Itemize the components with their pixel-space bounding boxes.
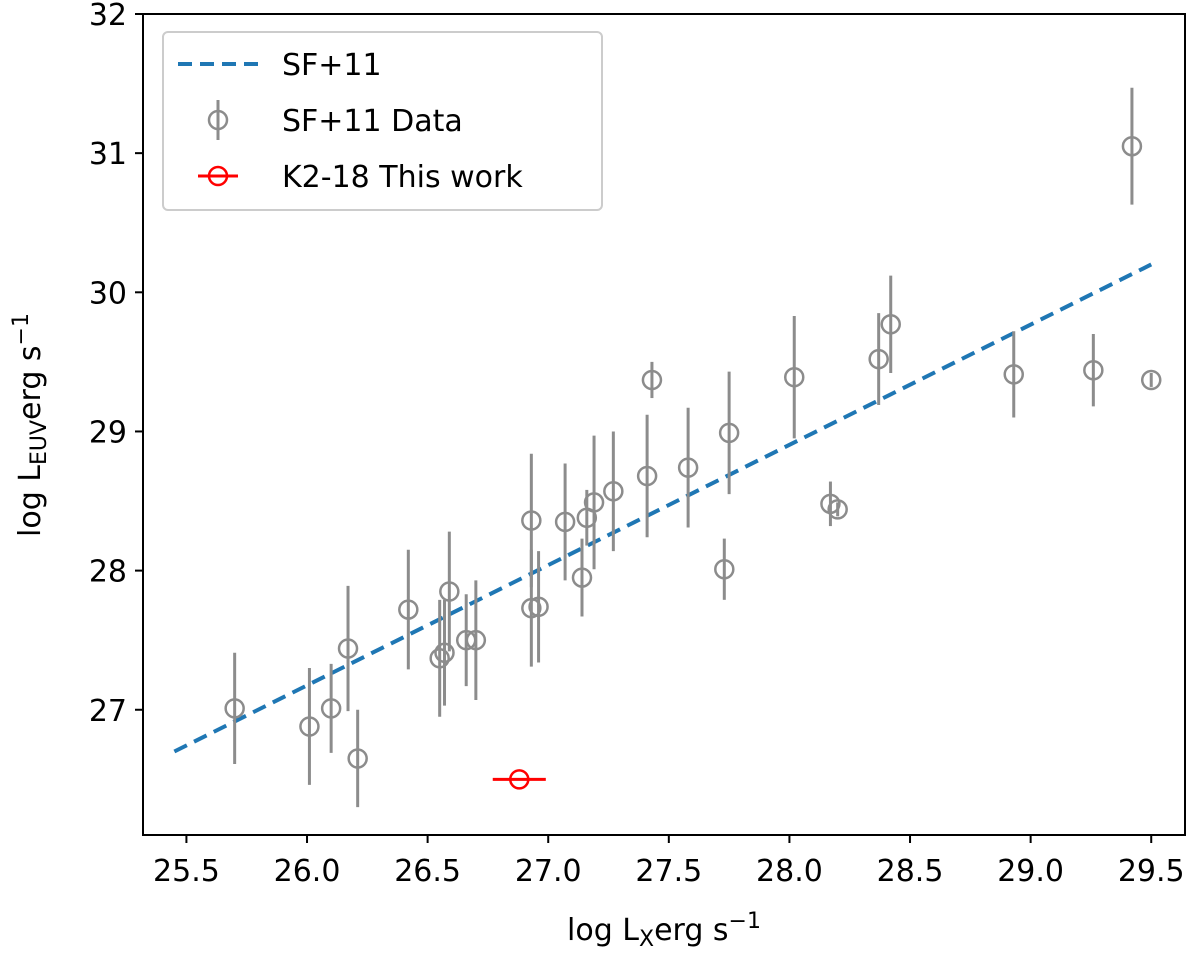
y-tick-label: 32 <box>89 0 127 33</box>
x-tick-label: 29.0 <box>997 854 1064 889</box>
data-point <box>398 599 419 620</box>
x-tick-label: 28.0 <box>756 854 823 889</box>
x-label-sup: −1 <box>729 909 761 934</box>
fit-line <box>173 262 1153 754</box>
data-point <box>434 642 455 663</box>
data-point <box>554 511 576 533</box>
x-tick-label: 27.0 <box>515 854 582 889</box>
x-tick-label: 29.5 <box>1118 854 1185 889</box>
data-point <box>207 165 229 187</box>
data-point <box>299 716 320 737</box>
x-label-part: log L <box>567 913 639 948</box>
data-point <box>465 629 487 651</box>
data-point <box>1140 369 1162 391</box>
data-point <box>677 457 699 478</box>
data-point <box>521 597 542 619</box>
legend-label: SF+11 Data <box>282 104 463 139</box>
data-point <box>1121 135 1143 157</box>
y-label-sup: −1 <box>9 313 34 345</box>
data-point <box>429 648 450 669</box>
data-point <box>880 314 901 335</box>
x-tick-label: 26.0 <box>274 854 341 889</box>
x-axis-label: log LXerg s−1 <box>567 909 761 952</box>
data-point <box>521 510 542 531</box>
y-tick-label: 29 <box>89 415 127 450</box>
plot-frame <box>142 13 1186 836</box>
x-tick-label: 27.5 <box>635 854 702 889</box>
y-axis-label: log LEUVerg s−1 <box>9 313 52 537</box>
y-tick-label: 28 <box>89 555 127 590</box>
data-point <box>207 109 229 131</box>
data-point <box>636 465 658 487</box>
data-point <box>320 698 342 719</box>
data-point <box>337 638 359 659</box>
data-point <box>224 698 245 719</box>
x-tick-label: 25.5 <box>153 854 220 889</box>
data-point <box>583 492 605 513</box>
legend-label: K2-18 This work <box>282 160 523 195</box>
data-point <box>439 581 460 602</box>
y-label-sub: EUV <box>27 420 52 465</box>
data-point <box>509 769 530 790</box>
x-label-sub: X <box>639 927 654 952</box>
y-tick-label: 30 <box>89 276 127 311</box>
data-point <box>1003 364 1024 385</box>
data-point <box>528 596 549 618</box>
y-tick-label: 27 <box>89 694 127 729</box>
y-tick-label: 31 <box>89 137 127 172</box>
x-tick-label: 28.5 <box>877 854 944 889</box>
data-point <box>718 422 740 444</box>
data-point <box>571 567 593 588</box>
data-point <box>827 499 848 520</box>
legend-box <box>162 31 603 211</box>
y-label-part: erg s <box>13 345 48 419</box>
y-label-part: log L <box>13 465 48 537</box>
x-tick-label: 26.5 <box>394 854 461 889</box>
data-point <box>641 369 663 391</box>
data-point <box>868 348 889 370</box>
data-point <box>714 558 735 580</box>
data-point <box>603 481 624 502</box>
data-point <box>347 748 368 769</box>
data-point <box>784 366 805 388</box>
legend-label: SF+11 <box>282 48 382 83</box>
x-label-part: erg s <box>654 913 728 948</box>
data-point <box>1083 359 1104 381</box>
legend: SF+11 SF+11 Data K2-18 This work <box>162 31 603 211</box>
